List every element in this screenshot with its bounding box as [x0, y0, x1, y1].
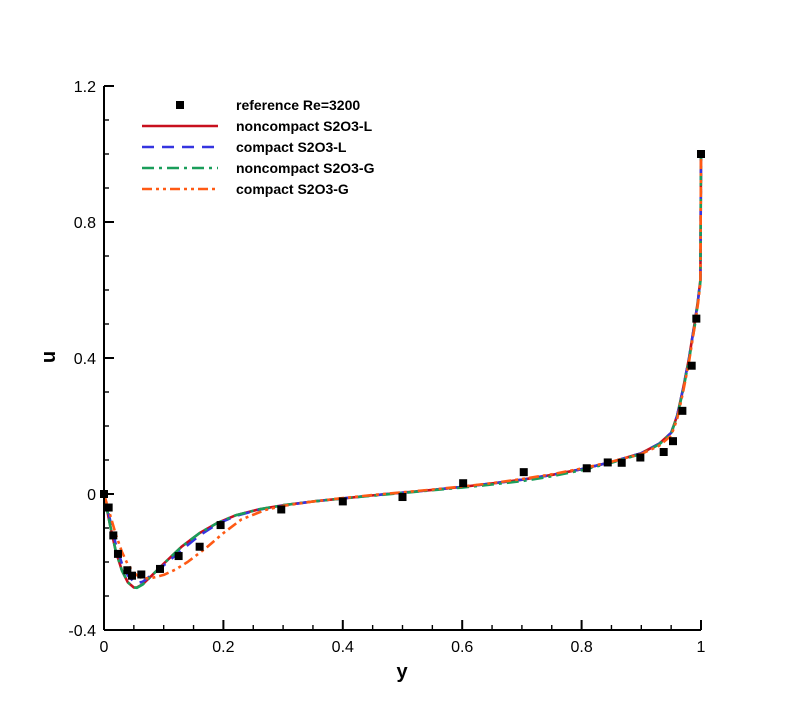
legend-label: noncompact S2O3-G — [236, 160, 375, 176]
x-tick-label: 0.6 — [451, 639, 473, 656]
x-tick-label: 0.8 — [570, 639, 592, 656]
reference-marker — [113, 549, 122, 558]
reference-marker — [697, 150, 705, 158]
legend-label: noncompact S2O3-L — [236, 118, 373, 134]
reference-marker — [216, 521, 225, 530]
legend: reference Re=3200 noncompact S2O3-L compac… — [142, 97, 375, 197]
x-axis-title: y — [396, 661, 408, 683]
y-tick-label: 0.8 — [74, 215, 96, 232]
reference-marker — [277, 505, 286, 514]
legend-label: compact S2O3-L — [236, 139, 347, 155]
reference-marker — [692, 314, 701, 323]
series-line-3 — [102, 153, 703, 590]
reference-marker — [687, 361, 696, 370]
reference-marker — [398, 493, 407, 502]
reference-marker — [127, 571, 136, 580]
axes: 0 0.2 0.4 0.6 0.8 1-0.400.40.81.2 — [68, 79, 705, 656]
series-line-2 — [102, 153, 703, 585]
reference-marker — [109, 531, 118, 540]
reference-marker — [678, 406, 687, 415]
reference-marker — [155, 564, 164, 573]
reference-markers — [100, 150, 705, 580]
reference-marker — [617, 458, 626, 467]
reference-marker — [582, 464, 591, 473]
x-tick-label: 0.2 — [212, 639, 234, 656]
reference-marker — [174, 552, 183, 561]
reference-marker — [195, 542, 204, 551]
reference-marker — [123, 566, 132, 575]
y-tick-label: -0.4 — [68, 623, 96, 640]
reference-marker — [636, 453, 645, 462]
y-tick-label: 1.2 — [74, 79, 96, 96]
x-tick-label: 1 — [697, 639, 706, 656]
legend-marker — [176, 101, 184, 109]
y-tick-label: 0 — [87, 487, 96, 504]
series-line-4 — [102, 153, 703, 580]
reference-marker — [603, 458, 612, 467]
y-axis-title: u — [38, 351, 60, 363]
reference-marker — [659, 448, 668, 457]
legend-label: compact S2O3-G — [236, 181, 349, 197]
reference-marker — [338, 497, 347, 506]
series-lines — [102, 153, 703, 590]
x-tick-label: 0.4 — [332, 639, 354, 656]
reference-marker — [104, 503, 113, 512]
legend-label: reference Re=3200 — [236, 97, 360, 113]
reference-marker — [669, 437, 678, 446]
series-line-1 — [102, 153, 703, 589]
reference-marker — [459, 479, 468, 488]
x-tick-label: 0 — [100, 639, 109, 656]
reference-marker — [137, 570, 146, 579]
reference-marker — [519, 468, 528, 477]
y-tick-label: 0.4 — [74, 351, 96, 368]
